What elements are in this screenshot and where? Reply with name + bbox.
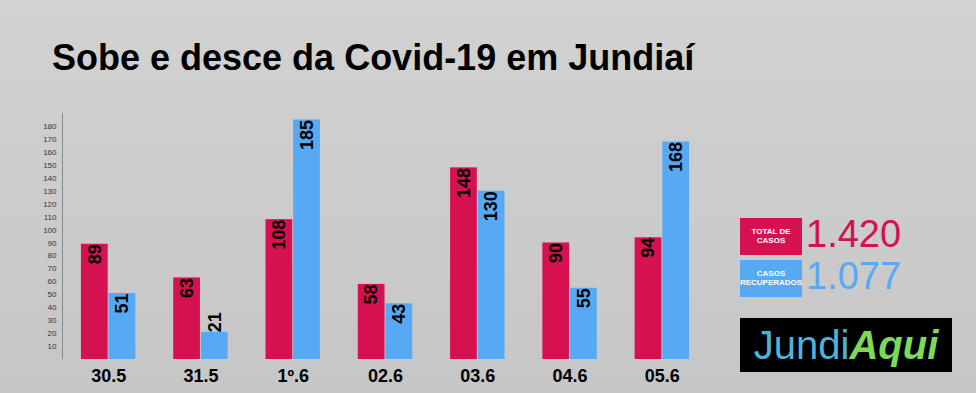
svg-text:30: 30 [48, 316, 57, 325]
html-text:Jundi Aqui: Jundi Aqui [753, 322, 939, 367]
svg-text:58: 58 [361, 284, 381, 304]
svg-text:120: 120 [43, 200, 57, 209]
svg-text:30.5: 30.5 [91, 366, 126, 386]
svg-text:80: 80 [48, 251, 57, 260]
svg-text:40: 40 [48, 303, 57, 312]
svg-text:180: 180 [43, 122, 57, 131]
svg-text:51: 51 [112, 293, 132, 313]
svg-text:160: 160 [43, 148, 57, 157]
svg-text:150: 150 [43, 161, 57, 170]
svg-text:21: 21 [205, 312, 225, 332]
html-text:CASOS RECUPERADOS: CASOS RECUPERADOS [739, 268, 803, 287]
svg-text:130: 130 [43, 187, 57, 196]
svg-text:05.6: 05.6 [645, 366, 680, 386]
html-text:TOTAL DE CASOS: TOTAL DE CASOS [751, 226, 791, 245]
svg-text:90: 90 [546, 243, 566, 263]
svg-text:60: 60 [48, 277, 57, 286]
svg-text:03.6: 03.6 [460, 366, 495, 386]
svg-text:20: 20 [48, 329, 57, 338]
html-text:1.077: 1.077 [806, 255, 902, 297]
svg-text:31.5: 31.5 [183, 366, 218, 386]
svg-text:1º.6: 1º.6 [277, 366, 309, 386]
svg-text:110: 110 [44, 213, 57, 222]
svg-text:148: 148 [454, 168, 474, 198]
svg-text:70: 70 [48, 264, 57, 273]
svg-text:10: 10 [48, 342, 57, 351]
svg-text:55: 55 [574, 288, 594, 308]
svg-text:140: 140 [43, 174, 57, 183]
svg-text:43: 43 [389, 304, 409, 324]
html-text:1.420: 1.420 [806, 213, 902, 255]
svg-text:170: 170 [43, 135, 57, 144]
svg-text:89: 89 [85, 244, 105, 264]
svg-text:130: 130 [481, 191, 501, 221]
svg-text:02.6: 02.6 [368, 366, 403, 386]
html-text:Sobe e desce da Covid-19 em Ju: Sobe e desce da Covid-19 em Jundiaí [52, 37, 695, 78]
svg-text:100: 100 [43, 226, 57, 235]
svg-text:94: 94 [638, 238, 658, 258]
svg-text:168: 168 [666, 142, 686, 172]
svg-text:185: 185 [297, 120, 317, 150]
svg-text:63: 63 [177, 278, 197, 298]
svg-text:90: 90 [48, 239, 57, 248]
svg-text:108: 108 [269, 220, 289, 250]
svg-text:04.6: 04.6 [553, 366, 588, 386]
svg-text:50: 50 [48, 290, 57, 299]
